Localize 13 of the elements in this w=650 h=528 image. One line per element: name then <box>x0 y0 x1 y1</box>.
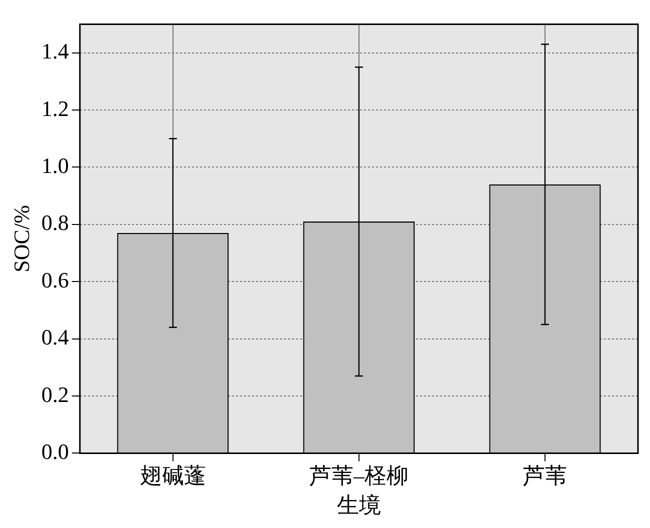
y-tick-label: 0.6 <box>41 267 69 292</box>
y-tick-label: 0.4 <box>41 324 69 350</box>
y-tick-label: 1.2 <box>41 96 69 121</box>
y-tick-label: 1.4 <box>41 38 69 64</box>
y-tick-label: 0.0 <box>41 438 69 464</box>
y-tick-label: 1.0 <box>41 152 69 178</box>
x-tick-label: 芦苇–柽柳 <box>309 463 408 488</box>
x-axis-title: 生境 <box>336 492 381 518</box>
y-tick-label: 0.2 <box>41 382 69 407</box>
x-tick-label: 芦苇 <box>522 463 567 488</box>
y-axis-title: SOC/% <box>8 205 34 272</box>
x-tick-label: 翅碱蓬 <box>140 463 206 488</box>
y-tick-label: 0.8 <box>41 210 69 236</box>
